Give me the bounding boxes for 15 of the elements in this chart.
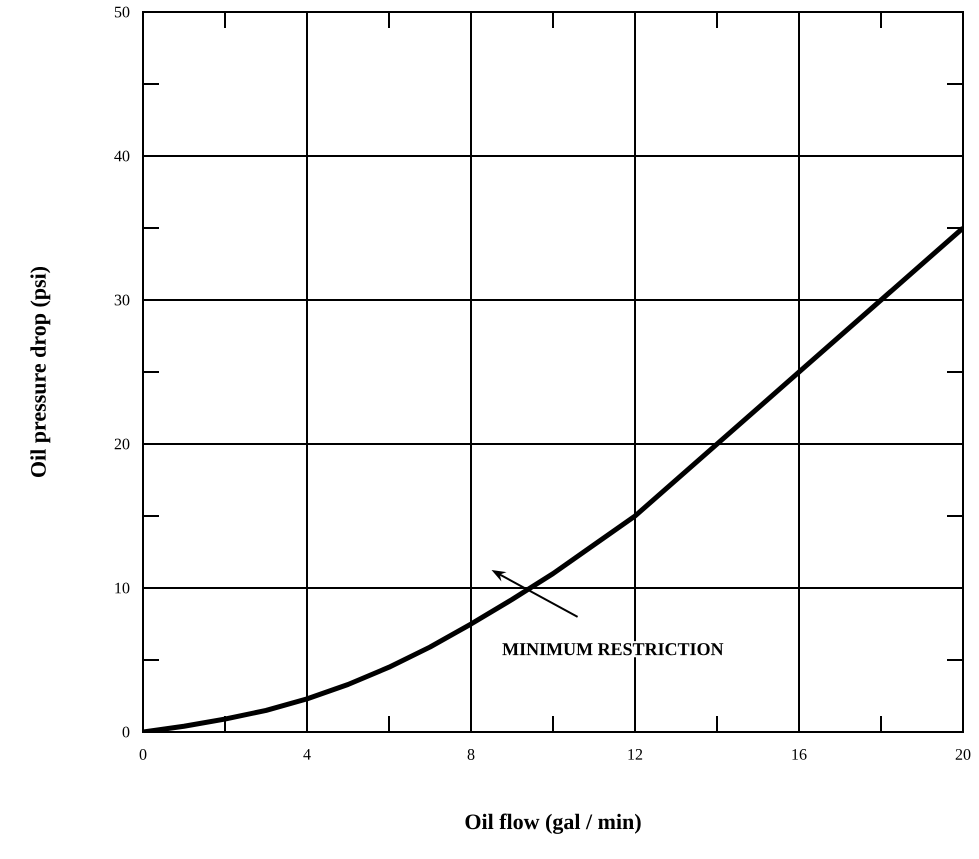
- y-axis-title: Oil pressure drop (psi): [30, 266, 50, 478]
- x-tick-label: 20: [956, 749, 970, 760]
- y-tick-label: 20: [114, 438, 130, 450]
- y-tick-label: 10: [115, 582, 130, 594]
- y-tick-label: 40: [114, 150, 130, 162]
- y-tick-label: 30: [114, 294, 130, 306]
- y-tick-label: 0: [122, 726, 130, 738]
- x-tick-label: 12: [628, 749, 642, 760]
- x-axis-title: Oil flow (gal / min): [465, 814, 641, 834]
- x-tick-label: 8: [468, 749, 474, 760]
- y-tick-label: 50: [114, 6, 130, 18]
- annotation: MINIMUM RESTRICTION: [502, 643, 724, 656]
- x-tick-label: 4: [303, 749, 311, 760]
- x-tick-label: 0: [140, 749, 146, 760]
- x-tick-label: 16: [792, 749, 807, 760]
